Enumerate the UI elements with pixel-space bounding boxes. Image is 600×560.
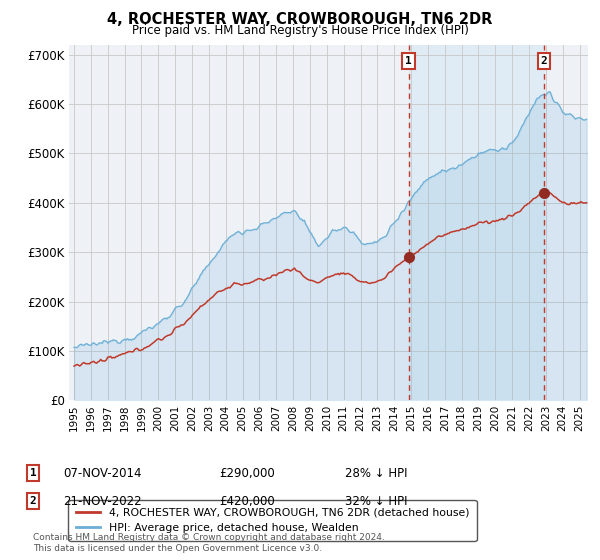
Text: 21-NOV-2022: 21-NOV-2022	[63, 494, 142, 508]
Legend: 4, ROCHESTER WAY, CROWBOROUGH, TN6 2DR (detached house), HPI: Average price, det: 4, ROCHESTER WAY, CROWBOROUGH, TN6 2DR (…	[68, 500, 476, 541]
Text: 07-NOV-2014: 07-NOV-2014	[63, 466, 142, 480]
Text: £290,000: £290,000	[219, 466, 275, 480]
Text: 2: 2	[541, 56, 547, 66]
Text: Contains HM Land Registry data © Crown copyright and database right 2024.
This d: Contains HM Land Registry data © Crown c…	[33, 533, 385, 553]
Text: 2: 2	[29, 496, 37, 506]
Text: £420,000: £420,000	[219, 494, 275, 508]
Text: 1: 1	[29, 468, 37, 478]
Text: Price paid vs. HM Land Registry's House Price Index (HPI): Price paid vs. HM Land Registry's House …	[131, 24, 469, 37]
Text: 4, ROCHESTER WAY, CROWBOROUGH, TN6 2DR: 4, ROCHESTER WAY, CROWBOROUGH, TN6 2DR	[107, 12, 493, 27]
Bar	[409, 45, 544, 400]
Text: 1: 1	[405, 56, 412, 66]
Text: 28% ↓ HPI: 28% ↓ HPI	[345, 466, 407, 480]
Text: 32% ↓ HPI: 32% ↓ HPI	[345, 494, 407, 508]
